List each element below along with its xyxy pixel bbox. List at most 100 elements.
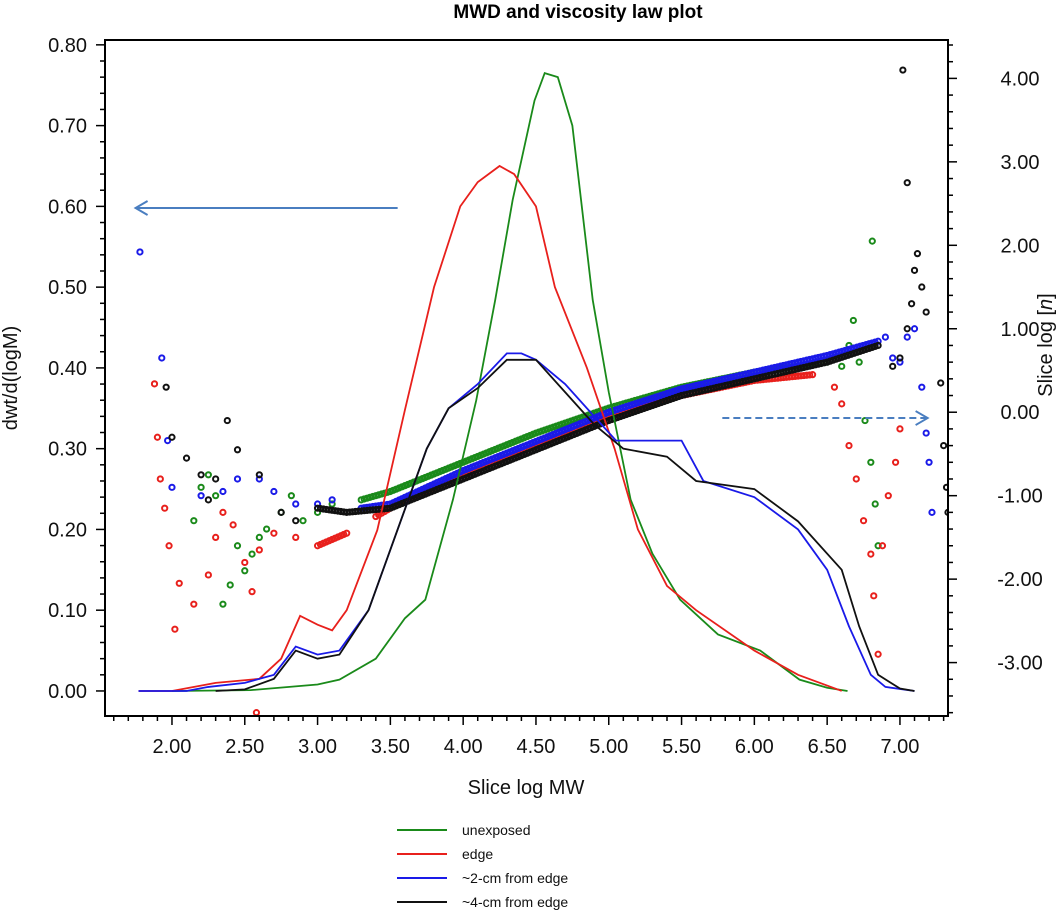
x-tick-label: 3.00	[298, 736, 337, 758]
x-tick-label: 2.00	[153, 736, 192, 758]
viscosity-point-1	[874, 650, 882, 658]
viscosity-point-1	[171, 625, 179, 633]
viscosity-point-1	[808, 371, 817, 379]
viscosity-point-3	[937, 379, 945, 387]
viscosity-point-1	[867, 550, 875, 558]
mwd-line-0	[171, 72, 848, 692]
viscosity-point-0	[868, 237, 876, 245]
x-tick-label: 2.50	[225, 736, 264, 758]
viscosity-point-1	[150, 380, 159, 388]
axes: 2.00 2.50 3.00 3.50 4.00 4.50 5.00 5.50 6.00 6.50…	[48, 35, 1043, 758]
legend-item: unexposed	[397, 822, 531, 838]
x-tick-label: 5.50	[662, 736, 701, 758]
viscosity-point-1	[896, 425, 904, 433]
legend-item: edge	[397, 846, 493, 862]
viscosity-point-1	[806, 371, 814, 379]
viscosity-point-3	[896, 354, 904, 362]
viscosity-point-3	[910, 266, 919, 274]
viscosity-point-2	[136, 248, 144, 256]
x-tick-label: 6.50	[808, 736, 847, 758]
viscosity-point-1	[343, 529, 351, 537]
viscosity-point-3	[255, 471, 263, 479]
viscosity-point-1	[845, 442, 853, 450]
viscosity-point-2	[918, 383, 926, 391]
viscosity-point-3	[913, 250, 922, 258]
viscosity-point-2	[896, 358, 904, 366]
viscosity-point-1	[190, 600, 198, 608]
viscosity-point-0	[855, 358, 863, 366]
viscosity-point-1	[878, 542, 887, 550]
viscosity-point-1	[219, 508, 227, 516]
viscosity-point-0	[867, 458, 875, 466]
viscosity-point-2	[922, 429, 930, 437]
viscosity-point-0	[255, 533, 263, 542]
viscosity-point-3	[168, 433, 176, 441]
viscosity-point-0	[861, 416, 869, 425]
legend: unexposed edge ~2-cm from edge ~4-cm from e…	[397, 822, 568, 910]
viscosity-point-0	[248, 550, 256, 558]
viscosity-point-2	[874, 337, 882, 345]
viscosity-point-0	[328, 500, 336, 508]
viscosity-point-0	[197, 483, 205, 491]
mwd-line-2	[138, 352, 915, 692]
viscosity-point-1	[838, 400, 846, 408]
y-axis-right-label: Slice log [n]	[1035, 293, 1057, 396]
viscosity-point-2	[925, 458, 933, 466]
y-axis-right-label-symbol: n	[1035, 299, 1057, 310]
y-axis-left-label: dwt/d(logM)	[0, 326, 22, 430]
annotation-arrow-0	[133, 200, 398, 216]
viscosity-point-2	[910, 325, 919, 333]
viscosity-point-2	[164, 436, 172, 445]
viscosity-point-0	[226, 581, 234, 589]
y-right-tick-label: 3.00	[1001, 152, 1040, 174]
viscosity-point-0	[219, 600, 227, 608]
viscosity-point-2	[233, 475, 242, 483]
viscosity-point-3	[903, 325, 911, 333]
viscosity-point-1	[255, 546, 263, 554]
legend-label: edge	[462, 846, 493, 862]
mwd-line-1	[138, 164, 843, 692]
viscosity-point-3	[908, 300, 916, 308]
y-left-tick-label: 0.00	[48, 681, 87, 703]
y-left-tick-label: 0.60	[48, 196, 87, 218]
viscosity-point-2	[168, 483, 176, 491]
viscosity-point-1	[241, 558, 249, 567]
viscosity-point-1	[248, 588, 256, 596]
viscosity-point-3	[182, 454, 191, 462]
viscosity-point-1	[229, 521, 237, 529]
viscosity-point-3	[162, 383, 170, 391]
viscosity-point-3	[292, 517, 300, 525]
viscosity-point-3	[942, 483, 948, 491]
viscosity-point-1	[212, 533, 220, 542]
annotation-arrow-1	[722, 410, 930, 426]
viscosity-point-1	[175, 579, 183, 587]
legend-label: ~2-cm from edge	[462, 870, 568, 886]
viscosity-point-0	[263, 525, 271, 533]
y-right-tick-label: 2.00	[1001, 235, 1040, 257]
x-tick-label: 6.00	[735, 736, 774, 758]
viscosity-point-1	[830, 383, 839, 391]
viscosity-point-0	[233, 542, 242, 550]
x-tick-label: 4.00	[444, 736, 483, 758]
y-right-tick-label: -3.00	[997, 653, 1043, 675]
viscosity-point-2	[328, 496, 336, 504]
viscosity-point-2	[881, 333, 889, 341]
y-left-tick-label: 0.30	[48, 439, 87, 461]
y-left-tick-label: 0.80	[48, 35, 87, 57]
y-right-tick-label: -2.00	[997, 569, 1043, 591]
viscosity-point-2	[928, 508, 936, 516]
chart-title: MWD and viscosity law plot	[453, 2, 703, 23]
plot-area	[133, 66, 948, 716]
viscosity-point-1	[870, 592, 878, 600]
viscosity-point-1	[156, 475, 164, 483]
y-left-tick-label: 0.50	[48, 277, 87, 299]
viscosity-point-2	[219, 487, 227, 496]
y-left-tick-label: 0.20	[48, 519, 87, 541]
viscosity-point-3	[223, 416, 231, 425]
y-axis-right-label-suffix: ]	[1035, 293, 1057, 299]
viscosity-point-0	[287, 492, 295, 500]
viscosity-point-1	[292, 533, 300, 542]
mwd-line-3	[215, 358, 915, 692]
viscosity-point-3	[277, 508, 285, 516]
